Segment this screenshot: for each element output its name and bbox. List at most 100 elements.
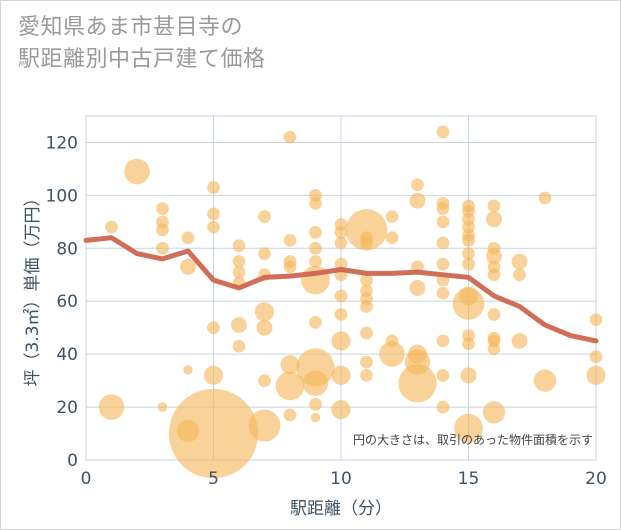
bubble-point <box>360 326 373 340</box>
bubble-point <box>360 236 373 250</box>
trend-line <box>83 235 599 344</box>
bubble-point <box>462 233 475 247</box>
bubble-point <box>436 257 450 271</box>
bubble-point <box>482 401 506 424</box>
bubble-point <box>511 332 528 349</box>
bubble-point <box>331 365 351 385</box>
bubble-point <box>232 239 246 253</box>
bubble-point <box>207 220 220 234</box>
bubble-point <box>360 273 373 287</box>
bubble-point <box>258 210 271 223</box>
bubble-point <box>589 313 603 327</box>
bubble-point <box>436 236 450 250</box>
bubble-point <box>98 394 125 420</box>
bubble-point <box>360 355 373 369</box>
bubble-point <box>256 319 273 336</box>
y-axis-label: 坪（3.3㎡）単価（万円） <box>23 189 43 386</box>
bubble-point <box>533 369 557 392</box>
bubble-point <box>181 231 195 245</box>
bubble-point <box>331 331 351 351</box>
y-tick-label: 60 <box>56 292 78 312</box>
bubble-point <box>411 178 424 192</box>
bubble-point <box>334 226 348 239</box>
bubble-point <box>156 202 169 215</box>
bubble-point <box>360 300 373 313</box>
bubble-point <box>487 342 501 356</box>
bubble-point <box>409 280 426 296</box>
bubble-point <box>385 210 399 223</box>
bubble-point <box>157 402 168 412</box>
bubble-point <box>309 316 322 329</box>
bubble-point <box>436 400 450 414</box>
bubble-point <box>183 365 193 375</box>
bubble-layer <box>98 125 606 479</box>
bubble-point <box>409 192 426 209</box>
bubble-point <box>538 191 552 205</box>
bubble-point <box>231 317 247 334</box>
bubble-point <box>360 368 373 382</box>
x-tick-label: 10 <box>330 469 352 489</box>
bubble-point <box>486 248 502 265</box>
x-tick-label: 0 <box>81 469 92 489</box>
bubble-point <box>156 241 169 255</box>
bubble-point <box>309 255 322 268</box>
x-axis-label: 駅距離（分） <box>290 499 392 519</box>
y-tick-label: 120 <box>46 133 78 153</box>
bubble-point <box>586 365 606 385</box>
y-tick-label: 40 <box>56 345 78 365</box>
bubble-point <box>379 341 405 367</box>
bubble-point <box>334 289 348 303</box>
bubble-point <box>436 125 450 139</box>
bubble-point <box>487 268 501 282</box>
bubble-point <box>258 247 271 260</box>
bubble-point <box>513 268 526 282</box>
y-tick-label: 0 <box>67 451 78 471</box>
bubble-point <box>232 255 246 268</box>
tick-labels: 0 5 10 15 20 0 20 40 60 80 100 120 <box>46 133 607 489</box>
bubble-point <box>487 308 501 321</box>
bubble-point <box>345 209 388 251</box>
bubble-point <box>385 231 399 245</box>
bubble-point <box>454 413 483 443</box>
bubble-point <box>462 257 475 271</box>
bubble-point <box>283 130 297 144</box>
bubble-point <box>232 265 246 279</box>
bubble-point <box>309 241 322 255</box>
bubble-point <box>207 321 220 335</box>
bubble-point <box>436 334 450 348</box>
bubble-point <box>258 374 271 387</box>
bubble-point <box>334 308 348 321</box>
x-tick-label: 20 <box>585 469 607 489</box>
bubble-point <box>275 371 305 401</box>
bubble-point <box>589 350 603 364</box>
bubble-point <box>180 258 196 275</box>
bubble-point <box>207 181 220 194</box>
bubble-point <box>283 233 297 247</box>
bubble-point <box>487 199 501 213</box>
bubble-point <box>105 220 118 234</box>
x-tick-label: 5 <box>208 469 219 489</box>
chart-title: 愛知県あま市甚目寺の 駅距離別中古戸建て価格 <box>18 12 266 76</box>
bubble-size-note: 円の大きさは、取引のあった物件面積を示す <box>353 432 593 447</box>
bubble-point <box>283 260 297 274</box>
y-tick-label: 100 <box>46 186 78 206</box>
bubble-point <box>462 337 475 350</box>
bubble-point <box>309 196 322 210</box>
bubble-point <box>436 368 450 382</box>
bubble-point <box>462 247 475 260</box>
bubble-point <box>248 409 281 442</box>
bubble-point <box>156 223 169 237</box>
bubble-point <box>452 287 485 320</box>
bubble-point <box>207 207 220 221</box>
bubble-point <box>334 257 348 271</box>
bubble-point <box>310 412 321 423</box>
bubble-point <box>511 253 528 270</box>
bubble-point <box>280 355 300 375</box>
chart-title-line1: 愛知県あま市甚目寺の <box>18 15 244 40</box>
bubble-point <box>283 408 297 422</box>
y-tick-label: 20 <box>56 398 78 418</box>
chart-title-line2: 駅距離別中古戸建て価格 <box>18 47 266 72</box>
bubble-point <box>309 398 322 411</box>
bubble-point <box>302 370 329 397</box>
